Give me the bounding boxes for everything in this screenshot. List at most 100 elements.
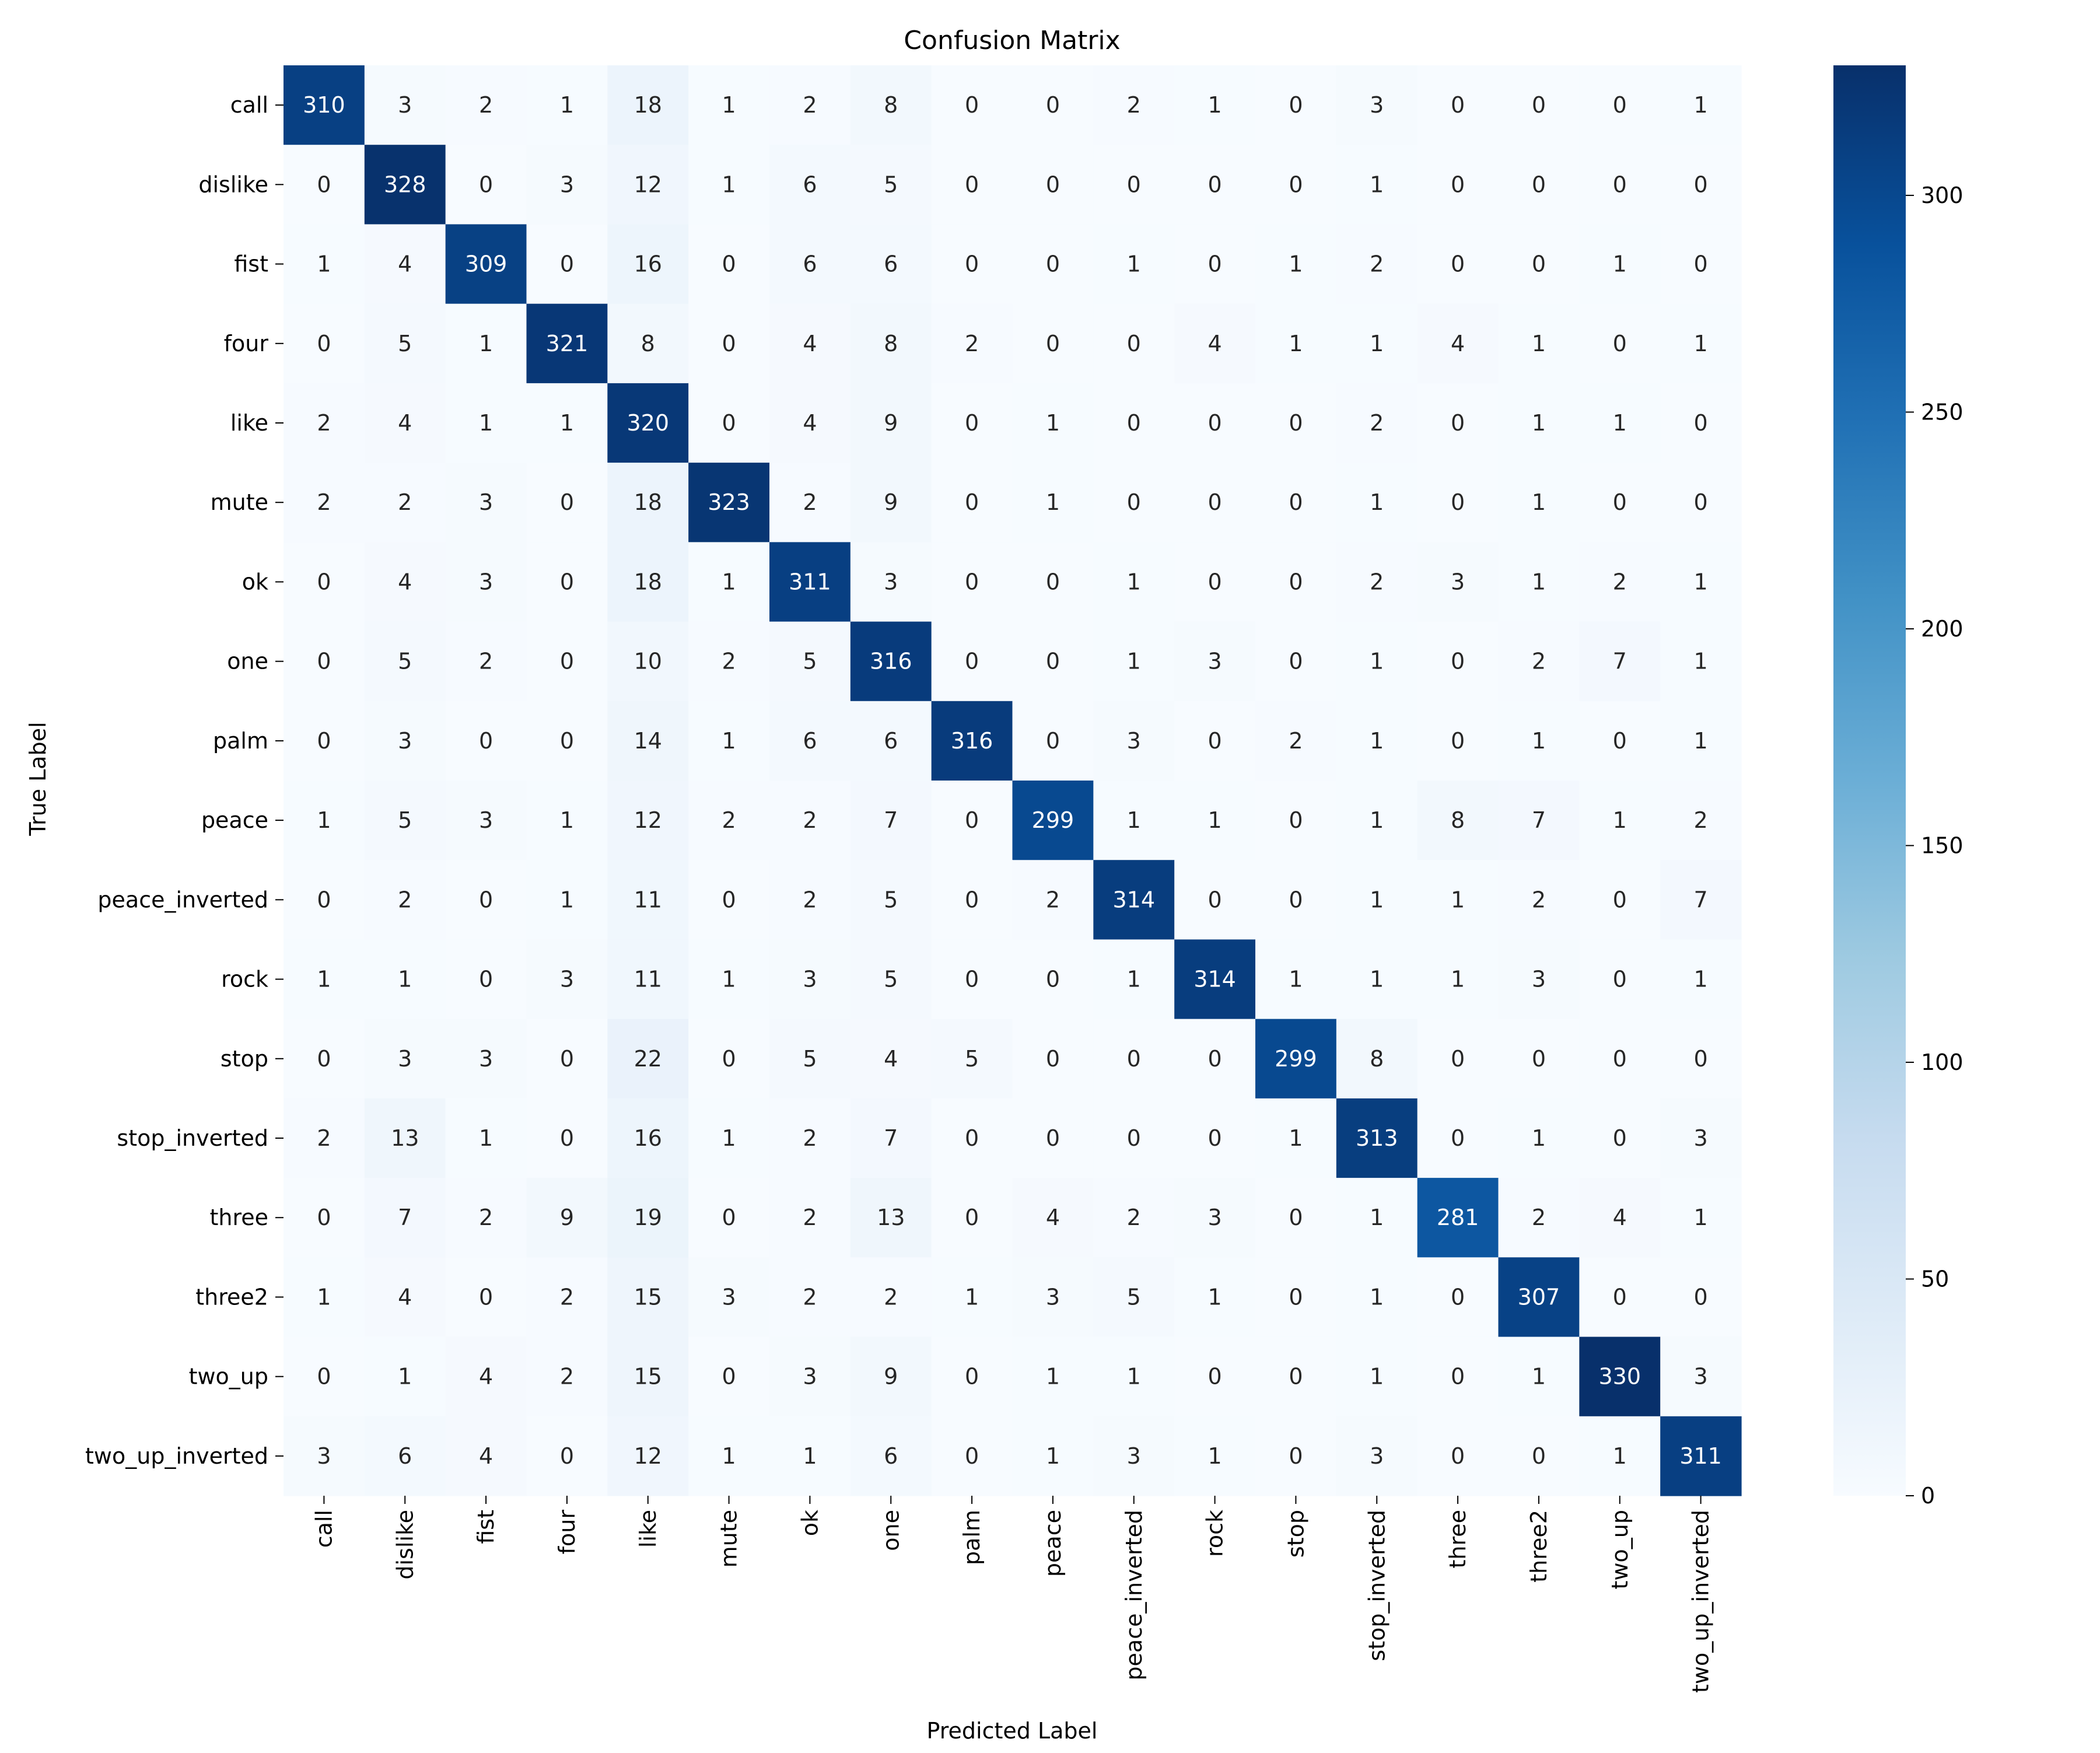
cell-value-label: 0 bbox=[1208, 728, 1222, 754]
heatmap-cell bbox=[1255, 621, 1337, 702]
cell-value-label: 0 bbox=[1208, 489, 1222, 515]
cell-value-label: 0 bbox=[1127, 1125, 1141, 1151]
cell-value-label: 6 bbox=[803, 172, 817, 197]
heatmap-cell bbox=[1579, 860, 1661, 940]
heatmap-cell bbox=[1336, 463, 1418, 543]
cell-value-label: 5 bbox=[884, 172, 898, 197]
cell-value-label: 10 bbox=[634, 649, 662, 674]
heatmap-cell bbox=[1660, 383, 1742, 463]
cell-value-label: 8 bbox=[641, 331, 655, 356]
heatmap-cell bbox=[1660, 781, 1742, 860]
cell-value-label: 0 bbox=[560, 649, 574, 674]
cell-value-label: 1 bbox=[722, 728, 736, 754]
heatmap-cell bbox=[931, 939, 1013, 1020]
cell-value-label: 1 bbox=[722, 1125, 736, 1151]
cell-value-label: 4 bbox=[1046, 1205, 1060, 1230]
cell-value-label: 0 bbox=[1127, 172, 1141, 197]
heatmap-cell bbox=[607, 1257, 689, 1338]
heatmap-cell bbox=[445, 145, 527, 225]
cell-value-label: 5 bbox=[884, 887, 898, 912]
cell-value-label: 1 bbox=[1289, 251, 1303, 277]
heatmap-cell bbox=[607, 781, 689, 860]
heatmap-cell bbox=[1498, 939, 1580, 1020]
cell-value-label: 0 bbox=[560, 489, 574, 515]
y-tick-label: ok bbox=[242, 569, 268, 594]
cell-value-label: 0 bbox=[965, 807, 979, 833]
cell-value-label: 1 bbox=[1693, 1205, 1707, 1230]
heatmap-cell bbox=[364, 701, 446, 781]
heatmap-cell bbox=[931, 463, 1013, 543]
cell-value-label: 0 bbox=[1127, 410, 1141, 436]
heatmap-cell bbox=[526, 224, 608, 305]
cell-value-label: 0 bbox=[1208, 410, 1222, 436]
heatmap-cell bbox=[607, 383, 689, 463]
heatmap-cell bbox=[931, 145, 1013, 225]
heatmap-cell bbox=[1336, 1019, 1418, 1099]
heatmap-cell bbox=[526, 65, 608, 145]
heatmap-cell bbox=[850, 542, 932, 622]
heatmap-cell bbox=[364, 542, 446, 622]
heatmap-cell bbox=[1579, 303, 1661, 384]
cell-value-label: 0 bbox=[560, 251, 574, 277]
cell-value-label: 3 bbox=[398, 728, 412, 754]
x-tick-label: three bbox=[1445, 1510, 1471, 1569]
heatmap-cell bbox=[1174, 463, 1256, 543]
cell-value-label: 3 bbox=[1451, 569, 1465, 594]
heatmap-cell bbox=[850, 1257, 932, 1338]
heatmap-cell bbox=[284, 781, 365, 860]
heatmap-cell bbox=[284, 224, 365, 305]
heatmap-cell bbox=[688, 224, 770, 305]
heatmap-cell bbox=[1174, 1178, 1256, 1258]
heatmap-cell bbox=[607, 621, 689, 702]
cell-value-label: 2 bbox=[560, 1364, 574, 1390]
heatmap-cell bbox=[688, 701, 770, 781]
cell-value-label: 0 bbox=[1613, 331, 1627, 356]
heatmap-cell bbox=[1255, 383, 1337, 463]
cell-value-label: 0 bbox=[1289, 1364, 1303, 1390]
heatmap-cell bbox=[1579, 224, 1661, 305]
heatmap-cell bbox=[931, 1019, 1013, 1099]
cell-value-label: 0 bbox=[722, 1205, 736, 1230]
cell-value-label: 3 bbox=[479, 1046, 493, 1072]
cell-value-label: 2 bbox=[479, 1205, 493, 1230]
heatmap-cell bbox=[769, 701, 851, 781]
cell-value-label: 4 bbox=[398, 410, 412, 436]
cell-value-label: 309 bbox=[465, 251, 508, 277]
heatmap-cell bbox=[1498, 65, 1580, 145]
cell-value-label: 2 bbox=[884, 1284, 898, 1310]
cell-value-label: 3 bbox=[317, 1443, 331, 1469]
heatmap-cell bbox=[1660, 860, 1742, 940]
colorbar-tick-label: 0 bbox=[1921, 1483, 1935, 1509]
heatmap-cell bbox=[607, 145, 689, 225]
heatmap-cell bbox=[1579, 145, 1661, 225]
x-tick-label: stop_inverted bbox=[1364, 1510, 1390, 1661]
cell-value-label: 1 bbox=[317, 967, 331, 992]
heatmap-cell bbox=[688, 1336, 770, 1417]
heatmap-cell bbox=[445, 1098, 527, 1178]
cell-value-label: 1 bbox=[1370, 807, 1384, 833]
heatmap-cell bbox=[284, 303, 365, 384]
heatmap-cell bbox=[526, 1019, 608, 1099]
cell-value-label: 1 bbox=[1046, 1443, 1060, 1469]
cell-value-label: 6 bbox=[884, 251, 898, 277]
heatmap-cell bbox=[526, 1098, 608, 1178]
heatmap-cell bbox=[1255, 65, 1337, 145]
heatmap-cell bbox=[769, 781, 851, 860]
cell-value-label: 0 bbox=[965, 1364, 979, 1390]
cell-value-label: 5 bbox=[884, 967, 898, 992]
cell-value-label: 0 bbox=[1613, 887, 1627, 912]
cell-value-label: 7 bbox=[884, 807, 898, 833]
heatmap-cell bbox=[445, 1336, 527, 1417]
cell-value-label: 0 bbox=[965, 1205, 979, 1230]
heatmap-cell bbox=[769, 621, 851, 702]
cell-value-label: 2 bbox=[317, 410, 331, 436]
heatmap-cell bbox=[769, 1178, 851, 1258]
cell-value-label: 1 bbox=[1046, 410, 1060, 436]
y-tick-label: stop bbox=[220, 1046, 268, 1072]
x-tick-label: peace bbox=[1040, 1510, 1066, 1577]
cell-value-label: 1 bbox=[1693, 331, 1707, 356]
heatmap-cell bbox=[688, 65, 770, 145]
cell-value-label: 7 bbox=[1613, 649, 1627, 674]
heatmap-cell bbox=[1498, 303, 1580, 384]
heatmap-cell bbox=[1579, 1098, 1661, 1178]
